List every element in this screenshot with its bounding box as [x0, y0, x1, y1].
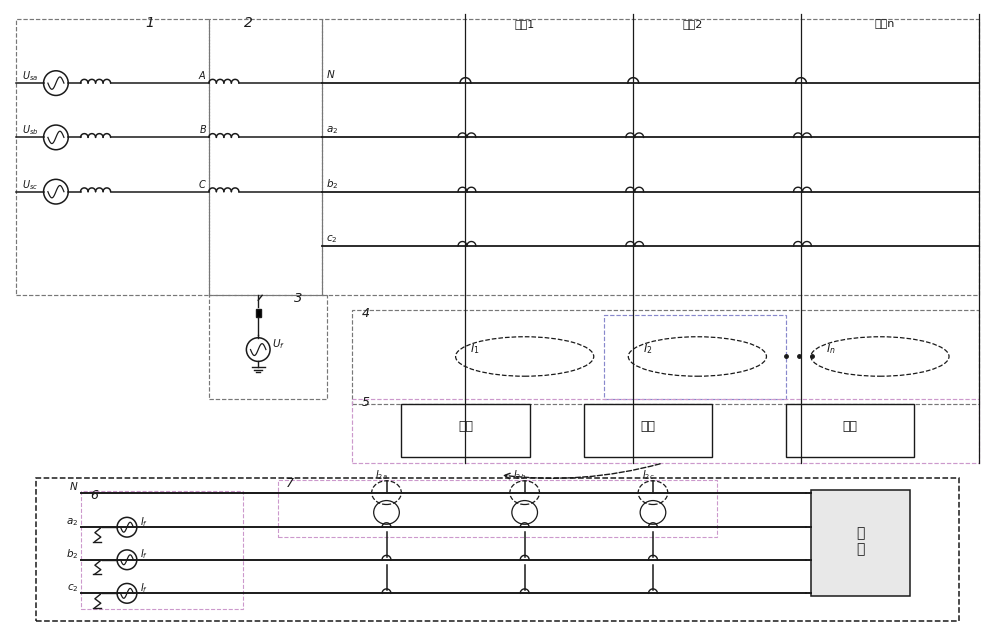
- Text: $I_{2a}$: $I_{2a}$: [375, 468, 388, 482]
- Bar: [352, 399, 979, 463]
- Text: $b_2$: $b_2$: [66, 547, 79, 561]
- Text: $a_2$: $a_2$: [66, 516, 79, 528]
- Text: 7: 7: [286, 477, 294, 490]
- Text: $I_f$: $I_f$: [140, 581, 148, 594]
- Bar: [16, 19, 209, 295]
- Bar: [256, 309, 261, 318]
- Text: $I_{2c}$: $I_{2c}$: [642, 468, 654, 482]
- Bar: [786, 404, 914, 457]
- Text: $I_n$: $I_n$: [826, 342, 835, 356]
- Text: $B$: $B$: [199, 123, 207, 135]
- Text: 5: 5: [362, 396, 370, 409]
- Text: 支路2: 支路2: [682, 19, 703, 29]
- Text: 支路1: 支路1: [515, 19, 535, 29]
- Text: $A$: $A$: [198, 69, 207, 81]
- Bar: [604, 315, 786, 399]
- Text: $U_{sc}$: $U_{sc}$: [22, 178, 39, 192]
- Bar: [81, 491, 243, 609]
- Text: 4: 4: [362, 307, 370, 320]
- Text: 负荷: 负荷: [458, 420, 473, 434]
- Text: $U_{sb}$: $U_{sb}$: [22, 123, 39, 137]
- Text: 负荷: 负荷: [641, 420, 656, 434]
- Text: $I_2$: $I_2$: [643, 342, 653, 356]
- Text: $I_f$: $I_f$: [140, 515, 148, 528]
- Text: $c_2$: $c_2$: [67, 582, 79, 594]
- Bar: [811, 490, 910, 596]
- Bar: [278, 480, 717, 537]
- Bar: [584, 404, 712, 457]
- Bar: [401, 404, 530, 457]
- Text: $U_{sa}$: $U_{sa}$: [22, 69, 39, 83]
- Text: $b_2$: $b_2$: [326, 177, 339, 190]
- Text: 支路n: 支路n: [875, 19, 895, 29]
- Text: $N$: $N$: [326, 68, 336, 80]
- Text: $U_f$: $U_f$: [272, 338, 285, 351]
- Text: $a_2$: $a_2$: [326, 124, 339, 137]
- Bar: [352, 310, 979, 404]
- Bar: [209, 295, 327, 399]
- Bar: [36, 478, 959, 621]
- Text: 3: 3: [294, 292, 302, 305]
- Text: $c_2$: $c_2$: [326, 233, 338, 245]
- Text: 2: 2: [244, 16, 253, 30]
- Text: $N$: $N$: [69, 479, 79, 491]
- Text: $C$: $C$: [198, 178, 207, 190]
- Text: 负荷: 负荷: [843, 420, 858, 434]
- Text: 6: 6: [90, 488, 98, 502]
- Text: 负: 负: [856, 526, 864, 540]
- Text: $I_f$: $I_f$: [140, 547, 148, 561]
- Text: 荷: 荷: [856, 542, 864, 556]
- Text: 1: 1: [145, 16, 154, 30]
- Text: $I_{2b}$: $I_{2b}$: [513, 468, 526, 482]
- Bar: [322, 19, 979, 295]
- Bar: [209, 19, 322, 295]
- Text: $I_1$: $I_1$: [470, 342, 480, 356]
